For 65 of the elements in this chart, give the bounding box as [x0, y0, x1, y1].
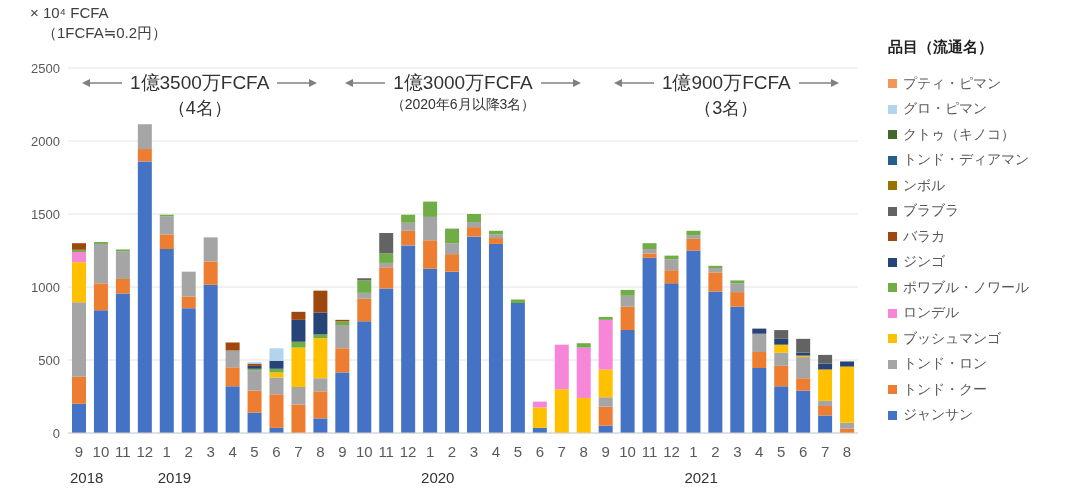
- x-tick-label: 1: [689, 443, 698, 460]
- x-tick-label: 4: [228, 443, 237, 460]
- legend-label: ブッシュマンゴ: [903, 329, 1001, 348]
- y-tick-label: 2500: [31, 60, 60, 76]
- legend-label: トンド・ロン: [903, 355, 987, 374]
- x-tick-label: 4: [755, 443, 764, 460]
- x-tick-label: 6: [798, 443, 808, 460]
- x-tick-label: 9: [338, 443, 347, 460]
- x-tick-label: 10: [92, 443, 110, 460]
- legend-label: トンド・クー: [903, 380, 987, 399]
- x-tick-label: 8: [579, 443, 588, 460]
- y-tick-label: 500: [38, 352, 60, 368]
- y-tick-label: 0: [52, 425, 60, 441]
- x-tick-label: 3: [469, 443, 479, 460]
- x-tick-label: 4: [491, 443, 501, 460]
- x-tick-label: 8: [316, 443, 325, 460]
- legend-label: ロンデル: [903, 304, 959, 323]
- legend-title: 品目（流通名）: [888, 38, 994, 57]
- x-tick-label: 5: [777, 443, 786, 460]
- annotation: 1億3500万FCFA （4名）: [128, 71, 271, 120]
- legend-label: ブラブラ: [903, 202, 959, 221]
- x-tick-label: 7: [557, 443, 566, 460]
- x-tick-label: 2: [447, 443, 457, 460]
- x-tick-label: 9: [74, 443, 84, 460]
- legend-label: ンボル: [903, 176, 945, 195]
- x-tick-label: 2: [711, 443, 720, 460]
- y-tick-label: 1500: [31, 206, 60, 222]
- x-tick-label: 9: [601, 443, 610, 460]
- annotation: 1億900万FCFA （3名）: [660, 71, 792, 120]
- y-axis-title: × 10⁴ FCFA （1FCFA≒0.2円）: [30, 4, 168, 43]
- x-tick-label: 8: [842, 443, 852, 460]
- y-tick-label: 1000: [31, 279, 60, 295]
- x-tick-label: 12: [663, 443, 680, 460]
- x-tick-label: 11: [641, 443, 658, 460]
- x-tick-label: 7: [294, 443, 303, 460]
- legend-label: クトゥ（キノコ）: [903, 125, 1015, 144]
- x-tick-label: 1: [162, 443, 171, 460]
- text: 2020: [421, 469, 455, 486]
- x-tick-label: 12: [399, 443, 417, 460]
- legend-label: ジャンサン: [903, 406, 973, 425]
- annotation: 1億3000万FCFA （2020年6月以降3名）: [389, 71, 537, 114]
- legend-label: トンド・ディアマン: [903, 151, 1029, 170]
- legend-label: バラカ: [903, 227, 945, 246]
- legend-label: グロ・ピマン: [903, 100, 987, 119]
- x-tick-label: 3: [206, 443, 215, 460]
- legend-label: プティ・ピマン: [903, 74, 1001, 93]
- x-tick-label: 5: [513, 443, 523, 460]
- x-tick-label: 1: [425, 443, 435, 460]
- text: 2019: [157, 469, 192, 486]
- legend-label: ジンゴ: [903, 253, 945, 272]
- x-tick-label: 3: [733, 443, 742, 460]
- y-tick-label: 2000: [31, 133, 60, 149]
- x-tick-label: 11: [115, 443, 131, 460]
- x-tick-label: 5: [250, 443, 259, 460]
- x-tick-label: 2: [184, 443, 193, 460]
- x-tick-label: 6: [272, 443, 281, 460]
- x-tick-label: 10: [619, 443, 636, 460]
- x-tick-label: 6: [535, 443, 544, 460]
- legend-label: ポワブル・ノワール: [903, 278, 1029, 297]
- text: 2018: [69, 469, 104, 486]
- x-tick-label: 11: [378, 443, 394, 460]
- x-tick-label: 7: [820, 443, 830, 460]
- x-tick-label: 10: [355, 443, 373, 460]
- x-tick-label: 12: [136, 443, 154, 460]
- text: 2021: [684, 469, 718, 486]
